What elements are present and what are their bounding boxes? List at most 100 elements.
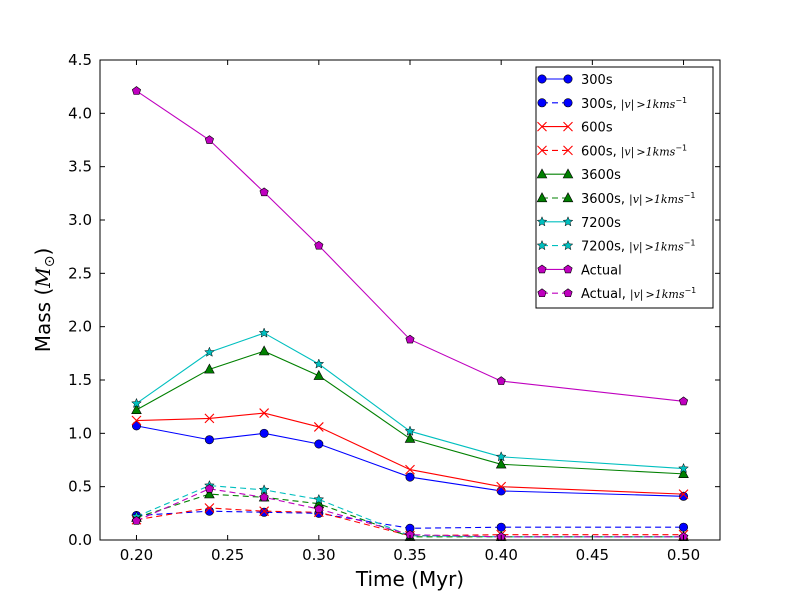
y-axis-title: Mass (M⊙) — [31, 248, 58, 353]
legend-marker — [537, 288, 547, 298]
data-point — [131, 397, 142, 409]
legend-marker — [563, 74, 573, 84]
legend-label-text: 300s — [581, 73, 613, 88]
y-axis-title-text: Mass ( — [31, 288, 55, 353]
data-point — [131, 86, 142, 95]
series-layer — [131, 86, 689, 542]
series-2 — [131, 408, 689, 500]
data-point — [259, 428, 269, 438]
legend-item: 300s — [537, 73, 613, 88]
data-point — [679, 522, 689, 532]
data-point — [678, 468, 689, 478]
data-point — [259, 187, 269, 197]
legend-condition-abs: |v| — [621, 145, 635, 159]
data-point — [678, 489, 689, 500]
data-point — [258, 327, 270, 338]
x-tick-label: 0.20 — [120, 546, 153, 564]
legend-label: 7200s, |v| >1kms−1 — [581, 239, 695, 255]
x-axis-title: Time (Myr) — [355, 567, 464, 591]
series-line — [136, 332, 684, 470]
legend-item: 300s, |v| >1kms−1 — [537, 96, 687, 112]
y-tick-label: 4.0 — [68, 104, 92, 122]
legend-label: Actual, |v| >1kms−1 — [581, 286, 696, 302]
series-4 — [131, 345, 689, 478]
legend-condition-value: 1kms — [654, 193, 684, 206]
data-point — [313, 369, 325, 380]
legend-marker — [563, 288, 573, 298]
legend-condition-value: 1kms — [655, 288, 685, 301]
data-point — [204, 346, 215, 357]
y-tick-label: 2.5 — [68, 264, 92, 282]
series-0 — [131, 421, 689, 501]
series-line — [136, 350, 684, 475]
legend-label-text: 7200s — [581, 216, 621, 231]
legend-condition-value: 1kms — [654, 241, 684, 254]
y-tick-label: 1.5 — [68, 371, 92, 389]
data-point — [204, 484, 214, 493]
data-point — [405, 334, 415, 344]
legend-condition-value: 1kms — [646, 145, 676, 158]
legend-condition-op: > — [645, 193, 654, 206]
legend-label-text: Actual, — [581, 287, 626, 302]
legend-marker — [563, 264, 573, 274]
legend-condition-exponent: −1 — [684, 239, 696, 248]
legend-item: 600s — [537, 121, 613, 136]
data-point — [259, 506, 270, 517]
legend-condition-op: > — [636, 98, 645, 111]
legend-label-text: 3600s — [581, 168, 621, 183]
y-axis-title-subscript: ⊙ — [42, 256, 58, 268]
legend-condition-abs: |v| — [629, 193, 643, 207]
data-point — [495, 458, 507, 469]
data-point — [405, 464, 415, 475]
legend-label-text: 600s — [581, 121, 613, 136]
data-point — [204, 363, 215, 374]
series-9 — [131, 484, 689, 541]
data-point — [679, 491, 689, 501]
data-point — [678, 462, 689, 474]
legend-label: 3600s, |v| >1kms−1 — [581, 191, 695, 207]
legend-marker — [536, 192, 548, 203]
legend-item: 3600s, |v| >1kms−1 — [536, 191, 695, 207]
legend-label: 300s, |v| >1kms−1 — [581, 96, 687, 112]
y-tick-label: 4.5 — [68, 51, 92, 69]
legend-condition-op: > — [645, 241, 654, 254]
legend-label: 600s, |v| >1kms−1 — [581, 143, 687, 159]
legend-condition-op: > — [636, 145, 645, 158]
x-tick-label: 0.45 — [576, 546, 609, 564]
legend-marker — [536, 239, 548, 251]
x-tick-label: 0.25 — [211, 546, 244, 564]
legend-marker — [536, 168, 548, 179]
legend-marker — [537, 121, 547, 132]
y-axis-title-close: ) — [31, 248, 55, 256]
data-point — [314, 240, 324, 250]
legend-label-text: 600s, — [581, 144, 617, 159]
y-tick-label: 2.0 — [68, 318, 92, 336]
series-6 — [131, 327, 689, 474]
series-line — [136, 412, 684, 495]
legend-condition-value: 1kms — [646, 98, 676, 111]
legend-marker — [563, 98, 573, 108]
data-point — [313, 358, 325, 369]
data-point — [131, 516, 142, 525]
legend-label: 300s — [581, 73, 613, 88]
legend-label-text: 7200s, — [581, 240, 625, 255]
data-point — [404, 425, 416, 436]
data-point — [314, 504, 324, 513]
legend-condition-exponent: −1 — [675, 96, 687, 105]
data-point — [204, 435, 214, 445]
data-point — [131, 404, 142, 414]
data-point — [204, 488, 215, 499]
legend-marker — [536, 216, 548, 227]
legend-marker — [537, 145, 547, 156]
legend-label: Actual — [581, 263, 622, 278]
legend-item: 7200s, |v| >1kms−1 — [536, 239, 695, 255]
data-point — [204, 135, 214, 144]
y-tick-label: 1.0 — [68, 424, 92, 442]
data-point — [496, 376, 506, 385]
legend-condition-abs: |v| — [629, 241, 643, 255]
legend-marker — [537, 74, 547, 84]
legend-marker — [537, 264, 547, 274]
legend-marker — [563, 145, 573, 156]
y-tick-label: 0.0 — [68, 531, 92, 549]
